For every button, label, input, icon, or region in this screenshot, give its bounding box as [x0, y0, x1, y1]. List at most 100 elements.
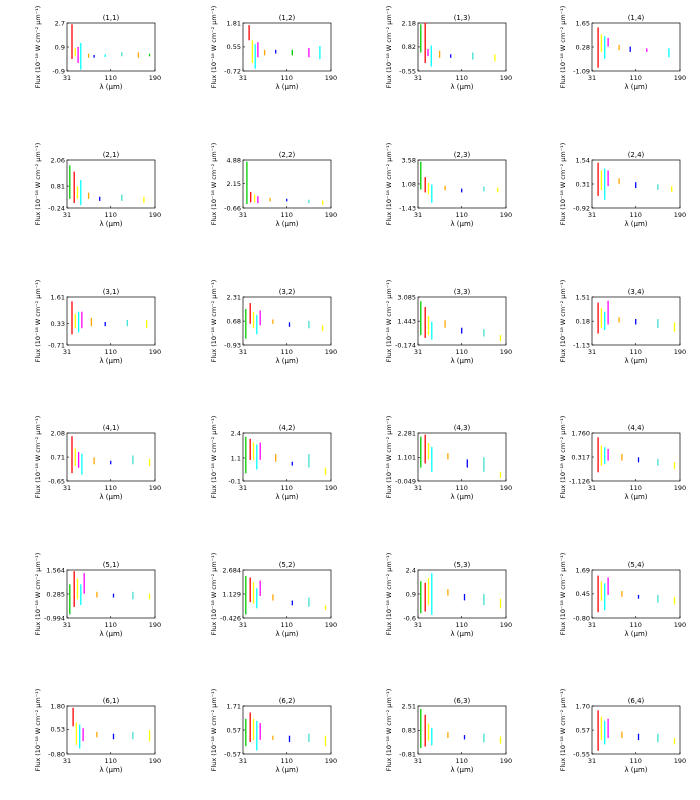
y-tick-label: 1.443: [397, 317, 416, 325]
x-tick-label: 190: [325, 348, 337, 356]
y-tick-label: -0.66: [224, 204, 241, 212]
subplot-title: (3,1): [103, 288, 120, 296]
y-axis-label: Flux (10⁻¹⁸ W cm⁻² μm⁻¹): [210, 280, 218, 363]
y-tick-label: 2.18: [402, 19, 416, 27]
y-tick-label: 1.81: [227, 19, 241, 27]
subplot-title: (1,3): [454, 14, 471, 22]
x-axis-label: λ (μm): [275, 630, 298, 638]
y-tick-label: -0.174: [395, 341, 416, 349]
y-tick-label: -0.81: [399, 750, 416, 758]
x-axis-label: λ (μm): [99, 357, 122, 365]
y-tick-label: -0.92: [573, 204, 590, 212]
y-tick-label: 2.281: [397, 429, 416, 437]
y-tick-label: 0.68: [227, 317, 241, 325]
y-axis-label: Flux (10⁻¹⁸ W cm⁻² μm⁻¹): [559, 416, 567, 499]
y-tick-label: 1.760: [571, 429, 590, 437]
x-tick-label: 110: [630, 348, 642, 356]
y-axis-label: Flux (10⁻¹⁸ W cm⁻² μm⁻¹): [210, 6, 218, 89]
y-tick-label: -0.1: [228, 477, 241, 485]
x-axis-label: λ (μm): [624, 83, 647, 91]
x-tick-label: 31: [414, 74, 422, 82]
y-axis-label: Flux (10⁻¹⁸ W cm⁻² μm⁻¹): [385, 689, 393, 772]
x-tick-label: 31: [588, 621, 596, 629]
x-tick-label: 31: [63, 211, 71, 219]
subplot: (6,2) 31 110 190 -0.57 0.57 1.71 λ (μm) Flux (10…: [210, 689, 337, 774]
x-axis-label: λ (μm): [275, 493, 298, 501]
x-axis-label: λ (μm): [99, 630, 122, 638]
y-axis-label: Flux (10⁻¹⁸ W cm⁻² μm⁻¹): [559, 143, 567, 226]
y-tick-label: 1.54: [576, 156, 590, 164]
y-tick-label: 1.61: [51, 293, 65, 301]
x-axis-label: λ (μm): [624, 493, 647, 501]
y-tick-label: 0.45: [576, 590, 590, 598]
y-tick-label: 1.71: [227, 702, 241, 710]
x-axis-label: λ (μm): [275, 220, 298, 228]
y-tick-label: -1.13: [573, 341, 590, 349]
x-tick-label: 31: [239, 74, 247, 82]
subplot: (3,1) 31 110 190 -0.71 0.33 1.61 λ (μm) Flux (10…: [34, 280, 161, 365]
subplot: (4,1) 31 110 190 -0.65 0.71 2.08 λ (μm) Flux (10…: [34, 416, 161, 501]
y-axis-label: Flux (10⁻¹⁸ W cm⁻² μm⁻¹): [210, 143, 218, 226]
subplot-title: (5,2): [279, 561, 296, 569]
x-axis-label: λ (μm): [450, 766, 473, 774]
x-tick-label: 110: [630, 757, 642, 765]
x-tick-label: 190: [674, 348, 686, 356]
x-tick-label: 110: [456, 621, 468, 629]
y-tick-label: 1.564: [46, 566, 65, 574]
x-tick-label: 110: [456, 484, 468, 492]
y-tick-label: 2.7: [55, 19, 65, 27]
subplot: (2,2) 31 110 190 -0.66 2.15 4.88 λ (μm) Flux (10…: [210, 143, 337, 228]
x-tick-label: 110: [105, 348, 117, 356]
y-axis-label: Flux (10⁻¹⁸ W cm⁻² μm⁻¹): [34, 689, 42, 772]
subplot-title: (2,2): [279, 151, 296, 159]
x-axis-label: λ (μm): [450, 220, 473, 228]
subplot-title: (3,4): [628, 288, 645, 296]
subplot-title: (5,3): [454, 561, 471, 569]
subplot: (4,3) 31 110 190 -0.049 1.101 2.281 λ (μm) Flux …: [385, 416, 512, 501]
x-tick-label: 110: [281, 757, 293, 765]
x-tick-label: 110: [281, 211, 293, 219]
y-axis-label: Flux (10⁻¹⁸ W cm⁻² μm⁻¹): [559, 553, 567, 636]
y-tick-label: -0.426: [220, 614, 241, 622]
y-tick-label: 2.4: [406, 566, 416, 574]
y-tick-label: 1.80: [51, 702, 65, 710]
x-axis-label: λ (μm): [450, 630, 473, 638]
x-tick-label: 31: [414, 757, 422, 765]
y-tick-label: 1.129: [222, 590, 241, 598]
y-tick-label: 0.82: [402, 43, 416, 51]
subplot-title: (6,1): [103, 697, 120, 705]
subplot: (1,4) 31 110 190 -1.09 0.28 1.65 λ (μm) Flux (10…: [559, 6, 686, 91]
x-tick-label: 190: [149, 757, 161, 765]
x-tick-label: 110: [105, 211, 117, 219]
y-axis-label: Flux (10⁻¹⁸ W cm⁻² μm⁻¹): [385, 143, 393, 226]
subplot-title: (6,3): [454, 697, 471, 705]
plot-frame: [66, 296, 156, 346]
x-tick-label: 31: [414, 621, 422, 629]
subplot-title: (5,4): [628, 561, 645, 569]
subplot: (3,4) 31 110 190 -1.13 0.18 1.51 λ (μm) Flux (10…: [559, 280, 686, 365]
x-tick-label: 31: [239, 757, 247, 765]
y-tick-label: 2.684: [222, 566, 241, 574]
x-tick-label: 31: [63, 621, 71, 629]
y-tick-label: 2.06: [51, 156, 65, 164]
y-tick-label: 1.65: [576, 19, 590, 27]
subplot: (5,1) 31 110 190 -0.994 0.285 1.564 λ (μm) Flux …: [34, 553, 161, 638]
x-tick-label: 31: [588, 74, 596, 82]
x-tick-label: 190: [500, 74, 512, 82]
subplot-title: (3,2): [279, 288, 296, 296]
y-tick-label: 0.31: [576, 180, 590, 188]
subplot-title: (4,4): [628, 424, 645, 432]
x-axis-label: λ (μm): [450, 357, 473, 365]
x-tick-label: 31: [414, 348, 422, 356]
x-tick-label: 31: [588, 757, 596, 765]
x-tick-label: 31: [239, 211, 247, 219]
y-tick-label: 2.4: [231, 429, 241, 437]
x-tick-label: 31: [588, 348, 596, 356]
y-axis-label: Flux (10⁻¹⁸ W cm⁻² μm⁻¹): [34, 280, 42, 363]
x-tick-label: 110: [456, 74, 468, 82]
x-axis-label: λ (μm): [450, 493, 473, 501]
subplot-title: (6,4): [628, 697, 645, 705]
x-axis-label: λ (μm): [99, 220, 122, 228]
x-tick-label: 190: [149, 211, 161, 219]
